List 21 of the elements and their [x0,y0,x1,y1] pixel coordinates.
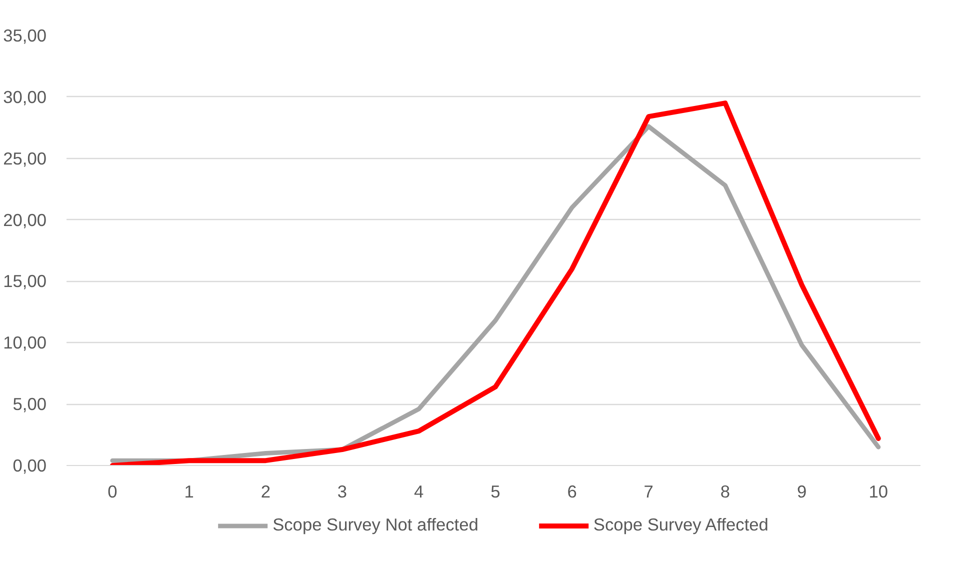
y-tick-label: 35,00 [3,26,47,46]
x-tick-label: 6 [567,482,577,502]
x-tick-label: 4 [414,482,424,502]
x-tick-label: 1 [184,482,194,502]
legend-label: Scope Survey Not affected [272,514,478,536]
x-tick-label: 5 [490,482,500,502]
y-tick-label: 0,00 [12,456,47,476]
x-tick-label: 7 [644,482,654,502]
x-tick-label: 0 [108,482,118,502]
y-tick-label: 10,00 [3,332,47,353]
y-tick-label: 15,00 [3,271,47,292]
x-tick-label: 9 [796,482,807,502]
x-tick-label: 3 [337,482,348,502]
y-tick-label: 20,00 [3,210,47,230]
x-tick-label: 10 [868,482,888,502]
y-tick-label: 25,00 [3,148,47,168]
x-tick-label: 8 [720,482,730,502]
y-tick-label: 5,00 [12,394,47,414]
legend-label: Scope Survey Affected [593,514,768,536]
x-tick-label: 2 [260,482,270,502]
y-tick-label: 30,00 [3,86,47,107]
